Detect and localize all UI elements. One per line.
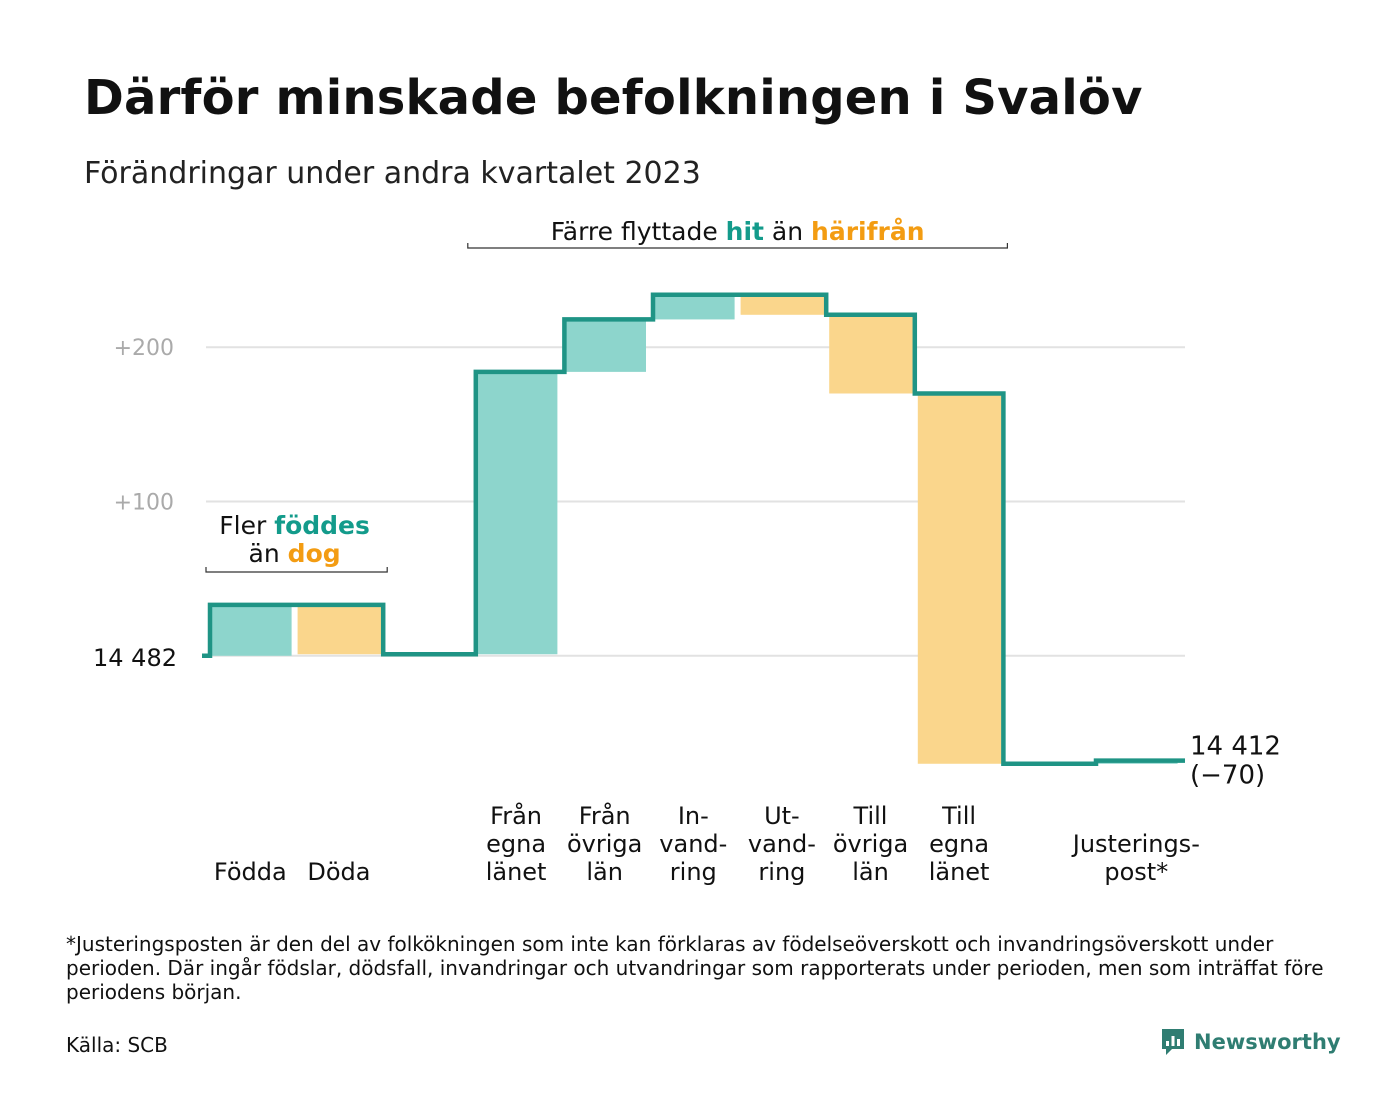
bar-1 [297,604,382,655]
newsworthy-logo-icon [1162,1029,1184,1055]
waterfall-chart: +100 +200 14 482 14 412(−70) Födda Döda Från eg… [93,217,1281,886]
bar-0 [208,604,292,656]
brand: Newsworthy [1160,1027,1341,1057]
bar-5 [651,294,735,320]
category-label-10: Justerings-post* [1071,830,1200,886]
category-label-1: Döda [307,858,370,886]
annotation-bracket-births [205,567,388,573]
bar-6 [740,294,825,315]
source-text: Källa: SCB [66,1033,168,1057]
category-label-0: Födda [214,858,287,886]
category-label-6: Ut-vand-ring [748,802,816,886]
category-label-7: Till övriga län [833,802,908,886]
bar-3 [473,371,558,655]
category-label-5: In-vand-ring [659,802,727,886]
annotation-migration: Färre flyttade hit än härifrån [551,217,925,246]
start-value-label: 14 482 [93,644,177,672]
y-tick-label-1: +200 [114,336,174,361]
category-label-4: Från övriga län [567,801,642,886]
category-label-3: Från egna länet [486,801,547,886]
y-tick-label-0: +100 [114,490,174,515]
chart-title: Därför minskade befolkningen i Svalöv [84,70,1143,126]
footnote: *Justeringsposten är den del av folkökni… [66,932,1324,1004]
annotation-bracket-migration [467,243,1008,249]
bar-7 [829,314,913,394]
category-label-8: Till egna länet [929,802,990,886]
annotation-births-line1: Fler föddes [219,511,370,540]
end-value-label: 14 412 [1190,732,1281,762]
annotation-births-line2: än dog [249,539,341,568]
cumulative-line [202,292,1185,767]
bar-4 [562,319,646,372]
chart-subtitle: Förändringar under andra kvartalet 2023 [84,156,701,191]
end-change-label: (−70) [1190,761,1265,791]
bar-8 [917,393,1002,764]
brand-name: Newsworthy [1194,1030,1341,1054]
